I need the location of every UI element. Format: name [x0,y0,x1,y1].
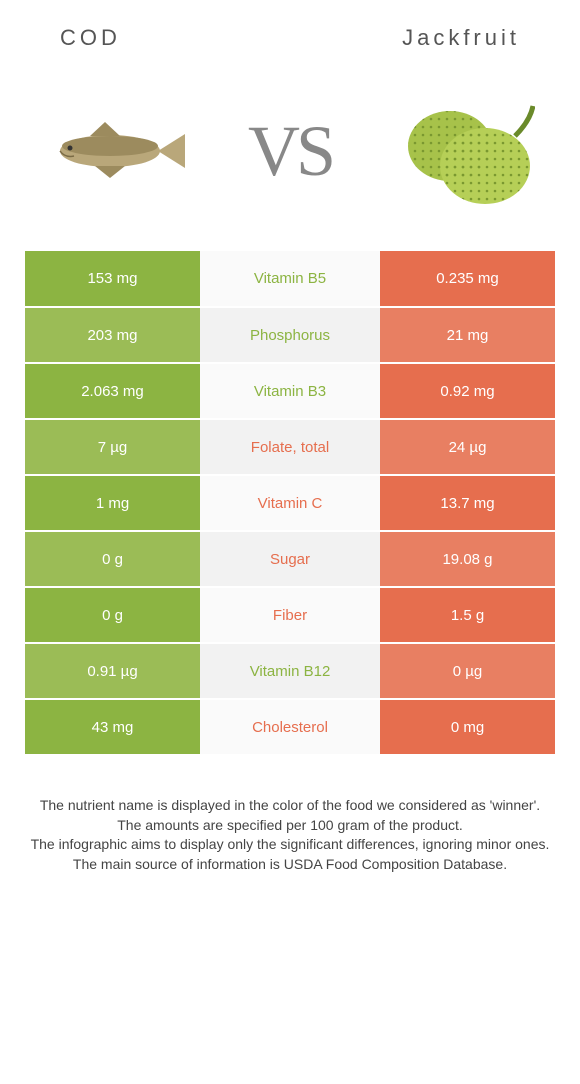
footer-notes: The nutrient name is displayed in the co… [0,756,580,874]
nutrient-name: Sugar [200,531,380,587]
jackfruit-image [390,91,540,211]
jackfruit-value: 0.92 mg [380,363,555,419]
jackfruit-value: 0 µg [380,643,555,699]
nutrient-name: Fiber [200,587,380,643]
cod-value: 2.063 mg [25,363,200,419]
table-row: 43 mgCholesterol0 mg [25,699,555,755]
nutrient-name: Cholesterol [200,699,380,755]
table-row: 0 gFiber1.5 g [25,587,555,643]
jackfruit-value: 19.08 g [380,531,555,587]
nutrient-name: Vitamin B5 [200,251,380,307]
cod-value: 7 µg [25,419,200,475]
food-right-title: Jackfruit [402,25,520,51]
cod-value: 0 g [25,587,200,643]
table-row: 0.91 µgVitamin B120 µg [25,643,555,699]
nutrient-name: Vitamin B3 [200,363,380,419]
jackfruit-value: 21 mg [380,307,555,363]
table-row: 1 mgVitamin C13.7 mg [25,475,555,531]
cod-value: 153 mg [25,251,200,307]
cod-value: 1 mg [25,475,200,531]
cod-image [40,91,190,211]
jackfruit-value: 0 mg [380,699,555,755]
nutrient-name: Vitamin B12 [200,643,380,699]
footer-line: The nutrient name is displayed in the co… [20,796,560,816]
footer-line: The main source of information is USDA F… [20,855,560,875]
vs-label: VS [248,110,332,193]
table-row: 2.063 mgVitamin B30.92 mg [25,363,555,419]
jackfruit-value: 24 µg [380,419,555,475]
nutrient-name: Phosphorus [200,307,380,363]
table-row: 203 mgPhosphorus21 mg [25,307,555,363]
nutrient-name: Vitamin C [200,475,380,531]
footer-line: The amounts are specified per 100 gram o… [20,816,560,836]
cod-value: 0.91 µg [25,643,200,699]
vs-row: VS [0,61,580,251]
footer-line: The infographic aims to display only the… [20,835,560,855]
jackfruit-value: 13.7 mg [380,475,555,531]
jackfruit-value: 1.5 g [380,587,555,643]
nutrient-name: Folate, total [200,419,380,475]
cod-value: 203 mg [25,307,200,363]
table-row: 153 mgVitamin B50.235 mg [25,251,555,307]
nutrient-table: 153 mgVitamin B50.235 mg203 mgPhosphorus… [25,251,555,756]
cod-value: 0 g [25,531,200,587]
jackfruit-value: 0.235 mg [380,251,555,307]
header-row: COD Jackfruit [0,0,580,61]
cod-value: 43 mg [25,699,200,755]
table-row: 0 gSugar19.08 g [25,531,555,587]
food-left-title: COD [60,25,121,51]
table-row: 7 µgFolate, total24 µg [25,419,555,475]
